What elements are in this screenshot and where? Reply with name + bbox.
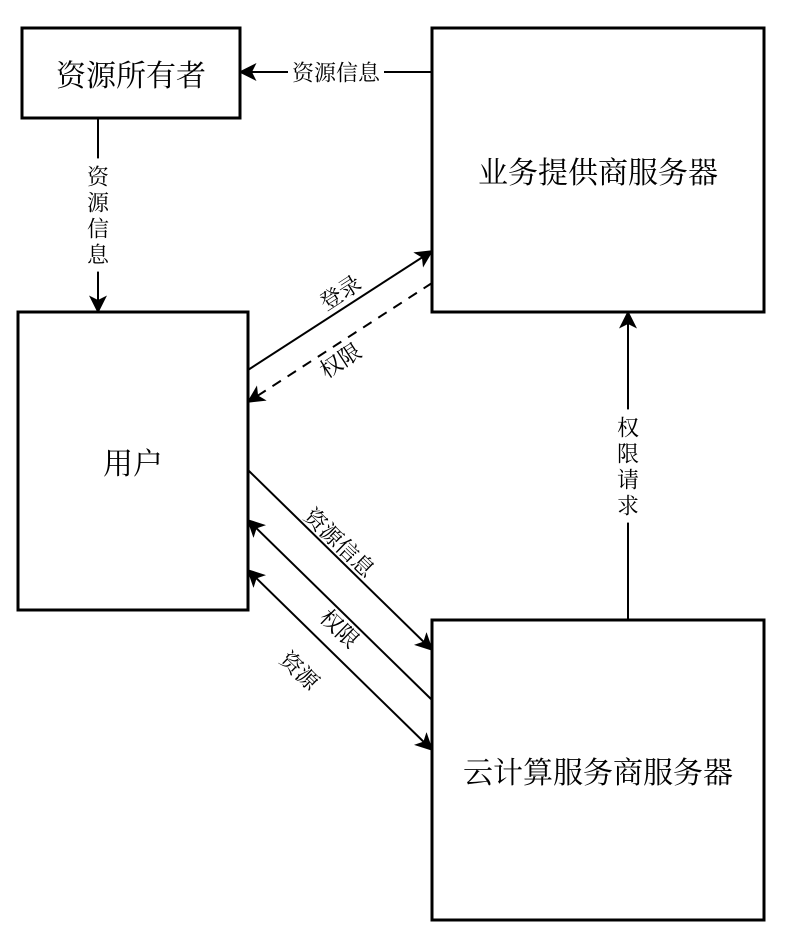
node-label-user: 用户 <box>103 439 163 483</box>
svg-text:息: 息 <box>87 239 110 270</box>
svg-text:求: 求 <box>617 490 639 521</box>
node-label-owner: 资源所有者 <box>56 51 206 95</box>
svg-text:资源信息: 资源信息 <box>292 57 381 88</box>
edge-label-e1: 资源信息 <box>288 56 384 89</box>
edge-label-e8: 资源 <box>273 644 327 698</box>
edge-label-e2: 资源信息 <box>82 158 115 271</box>
architecture-diagram: 资源所有者业务提供商服务器用户云计算服务商服务器 资源信息资源信息登录权限权限请… <box>0 0 800 952</box>
svg-text:资源信息: 资源信息 <box>298 500 384 584</box>
node-cloud: 云计算服务商服务器 <box>432 620 764 920</box>
edge-label-e3: 登录 <box>313 267 367 317</box>
edge-e8 <box>248 570 432 750</box>
edge-label-e5: 权限请求 <box>612 409 645 522</box>
node-label-sp: 业务提供商服务器 <box>478 148 718 192</box>
node-label-cloud: 云计算服务商服务器 <box>463 748 733 792</box>
edge-label-e4: 权限 <box>313 335 367 385</box>
svg-text:资源: 资源 <box>273 644 327 698</box>
node-user: 用户 <box>18 312 248 610</box>
svg-text:权限: 权限 <box>313 335 367 385</box>
node-sp: 业务提供商服务器 <box>432 28 764 312</box>
svg-text:权限: 权限 <box>313 602 366 655</box>
edge-label-e6: 资源信息 <box>298 500 384 584</box>
svg-text:登录: 登录 <box>313 267 367 317</box>
edge-label-e7: 权限 <box>313 602 366 655</box>
node-owner: 资源所有者 <box>22 28 240 118</box>
